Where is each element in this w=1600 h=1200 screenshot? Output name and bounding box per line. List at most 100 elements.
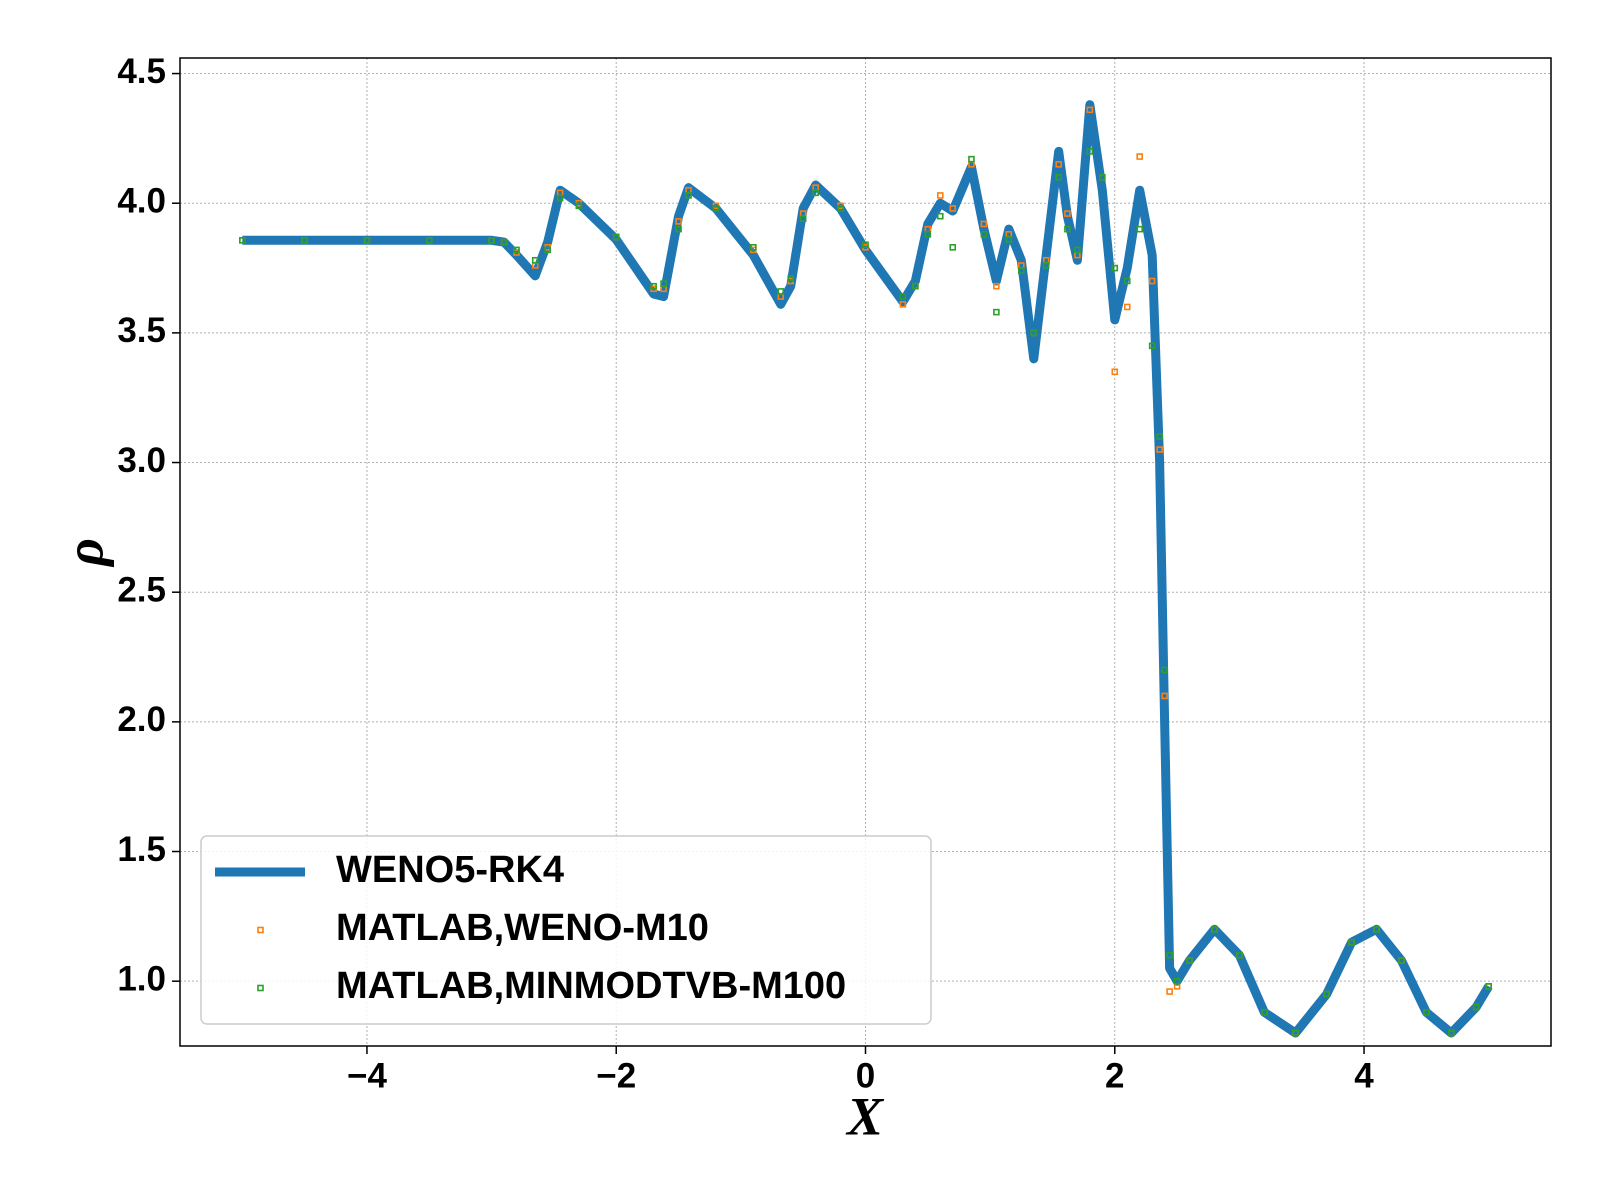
data-point (1447, 1029, 1455, 1037)
data-point (575, 202, 583, 210)
data-point (1166, 951, 1173, 959)
data-point (993, 282, 1000, 290)
data-point (1017, 267, 1025, 274)
x-tick-label: 4 (1354, 1056, 1374, 1095)
data-point (936, 192, 944, 199)
legend-swatch (257, 926, 264, 934)
data-point (1111, 264, 1119, 272)
data-point (1166, 988, 1173, 995)
data-point (660, 280, 667, 287)
y-tick-label: 2.0 (117, 700, 166, 739)
data-point (1161, 666, 1168, 674)
legend-label: WENO5-RK4 (336, 849, 564, 891)
x-tick-label: −2 (596, 1056, 636, 1095)
data-point (531, 256, 539, 264)
y-tick-label: 2.5 (117, 570, 166, 609)
data-point (1156, 433, 1163, 440)
data-point (1398, 957, 1405, 964)
data-point (980, 231, 988, 238)
data-point (1173, 983, 1181, 990)
y-tick-label: 3.0 (117, 441, 166, 480)
data-point (750, 244, 757, 251)
data-point (1148, 277, 1156, 285)
data-point (1086, 106, 1094, 114)
data-point (949, 205, 957, 212)
y-tick-label: 1.0 (117, 959, 166, 998)
y-tick-label: 3.5 (117, 311, 166, 350)
data-point (363, 237, 371, 244)
legend-label: MATLAB,MINMODTVB-M100 (336, 965, 846, 1007)
y-tick-label: 4.5 (117, 52, 166, 91)
data-point (612, 233, 620, 241)
data-point (1042, 262, 1050, 269)
data-point (993, 308, 1000, 316)
data-point (1123, 303, 1131, 311)
data-point (899, 301, 907, 308)
data-point (1161, 692, 1168, 700)
data-line (242, 100, 1493, 1038)
data-point (1064, 225, 1071, 233)
legend-swatch (257, 984, 264, 992)
data-point (1472, 1003, 1480, 1011)
data-point (1485, 983, 1492, 990)
data-point (812, 189, 819, 197)
legend-box (200, 835, 932, 1025)
data-point (1074, 246, 1081, 254)
data-point (556, 194, 564, 202)
data-point (1173, 977, 1181, 985)
data-point (1261, 1008, 1268, 1016)
data-point (675, 225, 682, 233)
x-tick-label: −4 (347, 1056, 387, 1095)
data-point (513, 246, 520, 254)
data-point (1186, 957, 1193, 964)
data-point (1055, 161, 1062, 168)
data-point (488, 237, 495, 244)
data-point (544, 246, 551, 254)
data-point (301, 237, 308, 244)
data-point (1005, 236, 1013, 243)
data-point (1373, 926, 1380, 933)
data-point (787, 275, 795, 282)
data-point (1348, 938, 1355, 946)
y-tick-label: 1.5 (117, 830, 166, 869)
data-point (1323, 990, 1330, 998)
data-point (1423, 1008, 1430, 1016)
data-point (650, 282, 657, 290)
data-point (1156, 446, 1163, 453)
data-point (1136, 153, 1143, 160)
data-point (500, 238, 508, 246)
data-point (1030, 329, 1038, 337)
y-tick-label: 4.0 (117, 181, 166, 220)
data-point (936, 212, 944, 220)
data-point (1123, 277, 1131, 285)
data-point (924, 231, 932, 238)
x-tick-label: 2 (1105, 1056, 1124, 1095)
data-point (1292, 1029, 1299, 1037)
y-axis-label: ρ (54, 538, 114, 568)
data-point (1064, 210, 1071, 217)
data-point (980, 220, 988, 228)
data-point (949, 244, 957, 251)
data-point (1236, 951, 1243, 959)
data-point (899, 293, 907, 300)
data-point (675, 218, 682, 225)
data-point (685, 192, 692, 199)
plot-frame (179, 57, 1552, 1047)
data-point (968, 155, 975, 163)
data-point (1111, 368, 1119, 376)
legend-label: MATLAB,WENO-M10 (336, 907, 709, 949)
data-point (239, 237, 246, 244)
data-point (1136, 225, 1143, 233)
data-point (1099, 173, 1106, 181)
x-tick-label: 0 (856, 1056, 875, 1095)
data-point (1086, 148, 1094, 155)
data-point (799, 215, 807, 223)
data-point (837, 205, 844, 212)
data-point (712, 205, 720, 212)
data-point (912, 282, 919, 290)
data-point (862, 241, 869, 249)
data-point (425, 237, 433, 244)
data-point (1211, 926, 1218, 933)
data-point (777, 288, 785, 295)
